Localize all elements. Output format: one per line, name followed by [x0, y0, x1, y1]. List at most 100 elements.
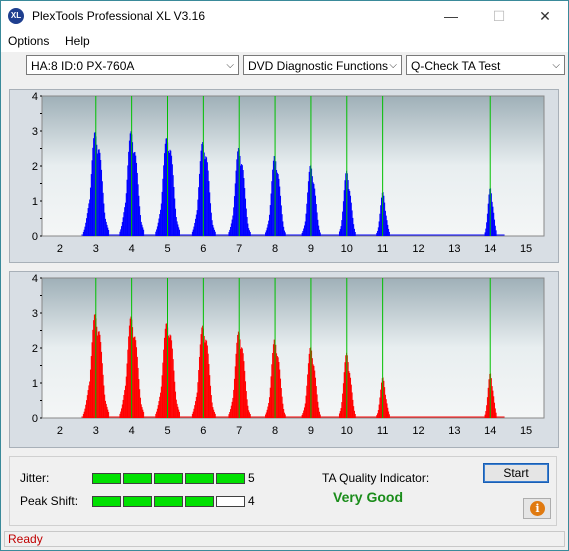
- data-bar: [233, 389, 235, 418]
- data-bar: [494, 219, 496, 236]
- data-bar: [268, 214, 270, 236]
- data-bar: [233, 378, 235, 418]
- data-bar: [243, 178, 245, 236]
- data-bar: [206, 157, 208, 236]
- data-bar: [248, 410, 250, 418]
- data-bar: [125, 376, 127, 418]
- data-bar: [200, 150, 202, 236]
- data-bar: [318, 225, 320, 236]
- data-bar: [387, 224, 389, 236]
- data-bar: [159, 214, 161, 236]
- menu-options[interactable]: Options: [8, 34, 50, 48]
- data-bar: [388, 231, 390, 236]
- start-button[interactable]: Start: [483, 463, 549, 483]
- data-bar: [168, 337, 170, 418]
- jitter-value: 5: [248, 471, 255, 485]
- data-bar: [284, 414, 286, 418]
- meter-segment: [185, 496, 214, 507]
- data-bar: [273, 339, 275, 418]
- data-bar: [301, 232, 303, 236]
- data-bar: [163, 349, 165, 418]
- data-bar: [230, 405, 232, 418]
- data-bar: [248, 412, 250, 418]
- data-bar: [211, 220, 213, 236]
- data-bar: [318, 229, 320, 236]
- data-bar: [122, 399, 124, 418]
- maximize-button[interactable]: ☐: [492, 8, 506, 24]
- data-bar: [191, 413, 193, 418]
- data-bar: [106, 406, 108, 418]
- data-bar: [283, 226, 285, 236]
- data-bar: [230, 409, 232, 418]
- x-tick-label: 5: [164, 243, 170, 255]
- data-bar: [178, 411, 180, 418]
- data-bar: [128, 336, 130, 418]
- data-bar: [244, 370, 246, 418]
- data-bar: [232, 397, 234, 418]
- data-bar: [141, 407, 143, 418]
- data-bar: [272, 344, 274, 418]
- data-bar: [308, 353, 310, 418]
- data-bar: [339, 411, 341, 418]
- drive-select[interactable]: HA:8 ID:0 PX-760A ⌵: [26, 55, 239, 75]
- info-button[interactable]: i: [523, 498, 551, 519]
- test-select[interactable]: Q-Check TA Test ⌵: [406, 55, 565, 75]
- data-bar: [239, 339, 241, 418]
- data-bar: [350, 377, 352, 418]
- menu-help[interactable]: Help: [65, 34, 90, 48]
- data-bar: [318, 411, 320, 418]
- data-bar: [204, 342, 206, 418]
- function-select[interactable]: DVD Diagnostic Functions ⌵: [243, 55, 402, 75]
- data-bar: [303, 410, 305, 418]
- data-bar: [86, 218, 88, 236]
- jitter-label: Jitter:: [20, 471, 50, 485]
- x-tick-label: 2: [57, 425, 63, 437]
- data-bar: [94, 132, 96, 236]
- y-tick-label: 1: [32, 196, 38, 208]
- data-bar: [485, 411, 487, 418]
- data-bar: [342, 211, 344, 236]
- x-tick-label: 11: [377, 425, 388, 437]
- data-bar: [233, 207, 235, 236]
- data-bar: [265, 232, 267, 236]
- data-bar: [163, 337, 165, 418]
- data-bar: [305, 395, 307, 418]
- data-bar: [380, 389, 382, 418]
- data-bar: [230, 223, 232, 236]
- data-bar: [386, 220, 388, 236]
- data-bar: [107, 227, 109, 236]
- minimize-button[interactable]: —: [444, 8, 458, 24]
- close-button[interactable]: ✕: [539, 8, 551, 24]
- data-bar: [108, 412, 110, 418]
- data-bar: [228, 232, 230, 236]
- data-bar: [92, 147, 94, 236]
- data-bar: [275, 344, 277, 418]
- function-select-value: DVD Diagnostic Functions: [248, 59, 389, 73]
- data-bar: [248, 228, 250, 236]
- data-bar: [488, 194, 490, 236]
- data-bar: [175, 391, 177, 418]
- data-bar: [105, 221, 107, 236]
- data-bar: [127, 165, 129, 236]
- data-bar: [316, 394, 318, 418]
- data-bar: [130, 316, 132, 418]
- y-tick-label: 3: [32, 126, 38, 138]
- data-bar: [338, 231, 340, 236]
- data-bar: [342, 393, 344, 418]
- data-bar: [89, 199, 91, 236]
- data-bar: [165, 138, 167, 236]
- data-bar: [99, 334, 101, 418]
- data-bar: [137, 184, 139, 236]
- data-bar: [386, 403, 388, 418]
- data-bar: [206, 345, 208, 418]
- x-tick-label: 3: [93, 243, 99, 255]
- data-bar: [126, 179, 128, 236]
- data-bar: [249, 231, 251, 236]
- data-bar: [195, 401, 197, 418]
- data-bar: [339, 229, 341, 236]
- data-bar: [307, 181, 309, 236]
- x-tick-label: 7: [236, 425, 242, 437]
- data-bar: [487, 203, 489, 236]
- data-bar: [135, 155, 137, 236]
- data-bar: [237, 147, 239, 236]
